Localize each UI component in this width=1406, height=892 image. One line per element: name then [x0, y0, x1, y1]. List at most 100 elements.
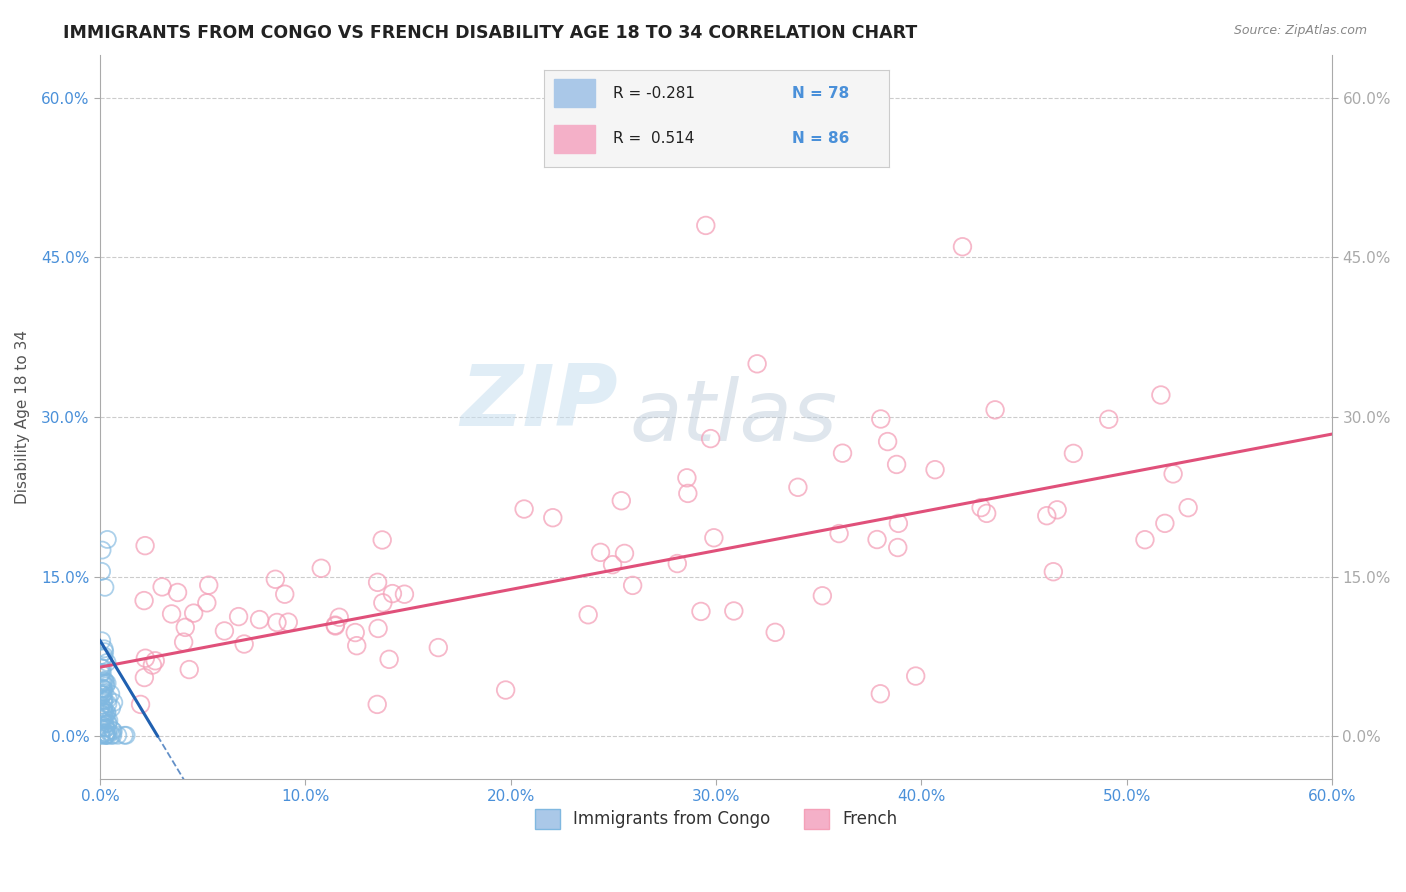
Point	[952, 240, 974, 254]
Point	[1036, 508, 1059, 523]
Point	[93, 641, 115, 656]
Point	[101, 723, 124, 738]
Point	[96, 721, 118, 735]
Point	[90, 687, 112, 701]
Point	[976, 507, 998, 521]
Point	[1046, 503, 1069, 517]
Point	[541, 510, 564, 524]
Point	[173, 635, 195, 649]
Point	[94, 679, 117, 693]
Point	[166, 585, 188, 599]
Point	[91, 651, 114, 665]
Point	[266, 615, 288, 630]
Point	[89, 648, 111, 663]
Point	[93, 701, 115, 715]
Point	[183, 606, 205, 620]
Point	[666, 557, 689, 571]
Point	[134, 651, 156, 665]
Point	[367, 575, 389, 590]
Point	[90, 685, 112, 699]
Point	[91, 688, 114, 702]
Point	[495, 683, 517, 698]
Point	[94, 726, 117, 740]
Point	[1150, 388, 1173, 402]
Point	[723, 604, 745, 618]
Text: atlas: atlas	[630, 376, 838, 458]
Point	[93, 685, 115, 699]
Point	[197, 578, 219, 592]
Point	[93, 645, 115, 659]
Point	[214, 624, 236, 638]
Point	[787, 480, 810, 494]
Point	[367, 622, 389, 636]
Point	[93, 694, 115, 708]
Point	[91, 688, 114, 702]
Point	[143, 654, 166, 668]
Point	[93, 693, 115, 707]
Point	[134, 539, 156, 553]
Point	[676, 486, 699, 500]
Point	[344, 625, 367, 640]
Point	[91, 675, 114, 690]
Point	[576, 607, 599, 622]
Point	[132, 593, 155, 607]
Point	[96, 533, 118, 547]
Point	[309, 561, 332, 575]
Point	[427, 640, 450, 655]
Point	[93, 702, 115, 716]
Point	[904, 669, 927, 683]
Point	[97, 716, 120, 731]
Point	[141, 658, 163, 673]
Point	[1042, 565, 1064, 579]
Point	[366, 698, 388, 712]
Point	[89, 702, 111, 716]
Point	[90, 698, 112, 713]
Point	[94, 728, 117, 742]
Point	[90, 676, 112, 690]
Point	[94, 717, 117, 731]
Point	[90, 706, 112, 721]
Point	[91, 683, 114, 698]
Point	[371, 596, 394, 610]
Point	[838, 144, 860, 158]
Point	[91, 681, 114, 696]
Point	[100, 728, 122, 742]
Point	[96, 721, 118, 735]
Point	[346, 639, 368, 653]
Point	[869, 412, 891, 426]
Point	[94, 720, 117, 734]
Point	[90, 728, 112, 742]
Point	[1062, 446, 1084, 460]
Point	[150, 580, 173, 594]
Point	[91, 713, 114, 727]
Point	[763, 625, 786, 640]
Point	[91, 543, 114, 558]
Point	[745, 357, 768, 371]
Point	[91, 705, 114, 719]
Point	[179, 663, 201, 677]
Point	[94, 709, 117, 723]
Legend: Immigrants from Congo, French: Immigrants from Congo, French	[529, 802, 904, 836]
Point	[160, 607, 183, 621]
Point	[610, 493, 633, 508]
Point	[96, 706, 118, 720]
Point	[924, 463, 946, 477]
Point	[602, 558, 624, 572]
Point	[328, 610, 350, 624]
Point	[96, 706, 118, 720]
Point	[93, 705, 115, 719]
Point	[984, 402, 1007, 417]
Point	[690, 604, 713, 618]
Point	[90, 660, 112, 674]
Point	[115, 728, 138, 742]
Point	[134, 671, 156, 685]
Point	[1161, 467, 1184, 481]
Point	[513, 502, 536, 516]
Point	[394, 587, 416, 601]
Point	[277, 615, 299, 629]
Point	[887, 541, 910, 555]
Point	[96, 656, 118, 670]
Point	[264, 572, 287, 586]
Point	[676, 471, 699, 485]
Point	[703, 531, 725, 545]
